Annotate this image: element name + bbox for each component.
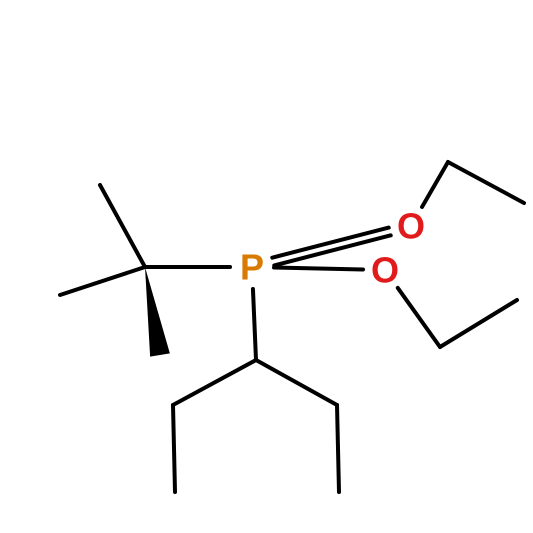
bond bbox=[253, 289, 256, 360]
chemical-structure-diagram: P OO bbox=[0, 0, 533, 533]
bond bbox=[422, 162, 448, 207]
bond bbox=[274, 267, 363, 269]
atom-label-O1: O bbox=[371, 250, 399, 291]
wedge-bond bbox=[145, 267, 170, 357]
bond bbox=[100, 185, 145, 267]
atom-label-P: P bbox=[240, 247, 264, 288]
bond bbox=[60, 267, 145, 295]
bond bbox=[440, 300, 517, 347]
bond bbox=[256, 360, 337, 405]
atom-label-O2: O bbox=[397, 206, 425, 247]
bond bbox=[173, 405, 175, 492]
bond bbox=[398, 288, 440, 347]
bond bbox=[173, 360, 256, 405]
bond bbox=[337, 405, 339, 492]
bond bbox=[448, 162, 524, 203]
